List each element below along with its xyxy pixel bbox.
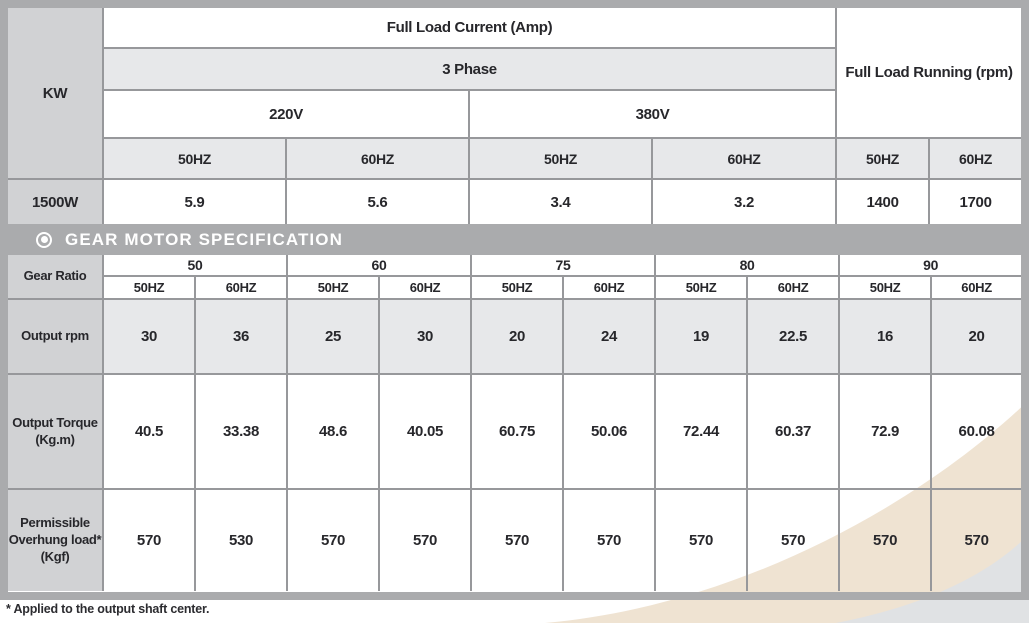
gear-freq-header: 60HZ	[193, 275, 289, 300]
gear-spec-table: Gear Ratio 50 60 75 80 90 50HZ 60HZ 50HZ…	[7, 254, 1023, 592]
gear-ratio-60: 60	[286, 254, 473, 277]
gear-freq-header: 60HZ	[562, 275, 657, 300]
output-rpm-cell: 20	[470, 298, 565, 375]
swoosh-gray-shape	[836, 534, 1029, 623]
bullseye-icon	[36, 231, 52, 248]
gear-freq-header: 60HZ	[378, 275, 473, 300]
output-torque-cell: 50.06	[562, 373, 657, 490]
output-torque-cell: 33.38	[193, 373, 289, 490]
output-torque-cell: 40.5	[102, 373, 196, 490]
current-value-cell: 5.9	[102, 178, 287, 225]
output-rpm-cell: 20	[930, 298, 1023, 375]
output-rpm-cell: 30	[102, 298, 196, 375]
voltage-header-380v: 380V	[467, 89, 838, 139]
output-rpm-cell: 30	[378, 298, 473, 375]
gear-ratio-75: 75	[470, 254, 657, 277]
output-rpm-cell: 36	[193, 298, 289, 375]
current-value-cell: 5.6	[285, 178, 470, 225]
output-rpm-cell: 19	[654, 298, 749, 375]
output-torque-cell: 60.37	[746, 373, 841, 490]
output-torque-cell: 72.44	[654, 373, 749, 490]
kw-column-header: KW	[7, 7, 104, 180]
gear-ratio-50: 50	[101, 254, 289, 277]
output-torque-cell: 72.9	[838, 373, 933, 490]
gear-ratio-80: 80	[654, 254, 841, 277]
motor-rating-table: KW Full Load Current (Amp) Full Load Run…	[7, 7, 1023, 225]
output-rpm-row-label: Output rpm	[7, 298, 104, 375]
gear-freq-header: 60HZ	[930, 275, 1023, 300]
full-load-current-header: Full Load Current (Amp)	[101, 7, 838, 49]
running-freq-header: 50HZ	[835, 137, 931, 180]
overhung-load-cell: 570	[562, 488, 657, 592]
running-value-cell: 1400	[835, 178, 931, 225]
running-value-cell: 1700	[928, 178, 1023, 225]
gear-freq-header: 50HZ	[102, 275, 196, 300]
current-value-cell: 3.2	[650, 178, 838, 225]
current-value-cell: 3.4	[468, 178, 653, 225]
running-freq-header: 60HZ	[928, 137, 1023, 180]
overhung-load-row-label: Permissible Overhung load* (Kgf)	[7, 488, 104, 592]
output-rpm-cell: 25	[286, 298, 381, 375]
freq-header: 50HZ	[468, 137, 653, 180]
overhung-load-cell: 570	[378, 488, 473, 592]
freq-header: 50HZ	[102, 137, 287, 180]
overhung-load-cell: 570	[838, 488, 933, 592]
phase-header: 3 Phase	[101, 47, 838, 91]
overhung-load-cell: 570	[654, 488, 749, 592]
output-rpm-cell: 24	[562, 298, 657, 375]
section-header-band: GEAR MOTOR SPECIFICATION	[8, 224, 1021, 255]
gear-ratio-header: Gear Ratio	[7, 254, 104, 300]
footnote-text: * Applied to the output shaft center.	[6, 602, 210, 616]
freq-header: 60HZ	[650, 137, 838, 180]
output-rpm-cell: 16	[838, 298, 933, 375]
table-frame: KW Full Load Current (Amp) Full Load Run…	[0, 0, 1029, 600]
gear-ratio-90: 90	[838, 254, 1023, 277]
output-rpm-cell: 22.5	[746, 298, 841, 375]
gear-freq-header: 50HZ	[838, 275, 933, 300]
output-torque-cell: 48.6	[286, 373, 381, 490]
output-torque-cell: 60.08	[930, 373, 1023, 490]
section-title: GEAR MOTOR SPECIFICATION	[65, 229, 343, 249]
kw-value-cell: 1500W	[7, 178, 104, 225]
freq-header: 60HZ	[285, 137, 470, 180]
output-torque-cell: 60.75	[470, 373, 565, 490]
gear-freq-header: 60HZ	[746, 275, 841, 300]
gear-freq-header: 50HZ	[654, 275, 749, 300]
overhung-load-cell: 570	[746, 488, 841, 592]
gear-freq-header: 50HZ	[470, 275, 565, 300]
full-load-running-header: Full Load Running (rpm)	[835, 7, 1023, 139]
gear-freq-header: 50HZ	[286, 275, 381, 300]
overhung-load-cell: 570	[470, 488, 565, 592]
voltage-header-220v: 220V	[102, 89, 470, 139]
overhung-load-cell: 570	[286, 488, 381, 592]
overhung-load-cell: 530	[193, 488, 289, 592]
output-torque-cell: 40.05	[378, 373, 473, 490]
output-torque-row-label: Output Torque (Kg.m)	[7, 373, 104, 490]
overhung-load-cell: 570	[102, 488, 196, 592]
overhung-load-cell: 570	[930, 488, 1023, 592]
